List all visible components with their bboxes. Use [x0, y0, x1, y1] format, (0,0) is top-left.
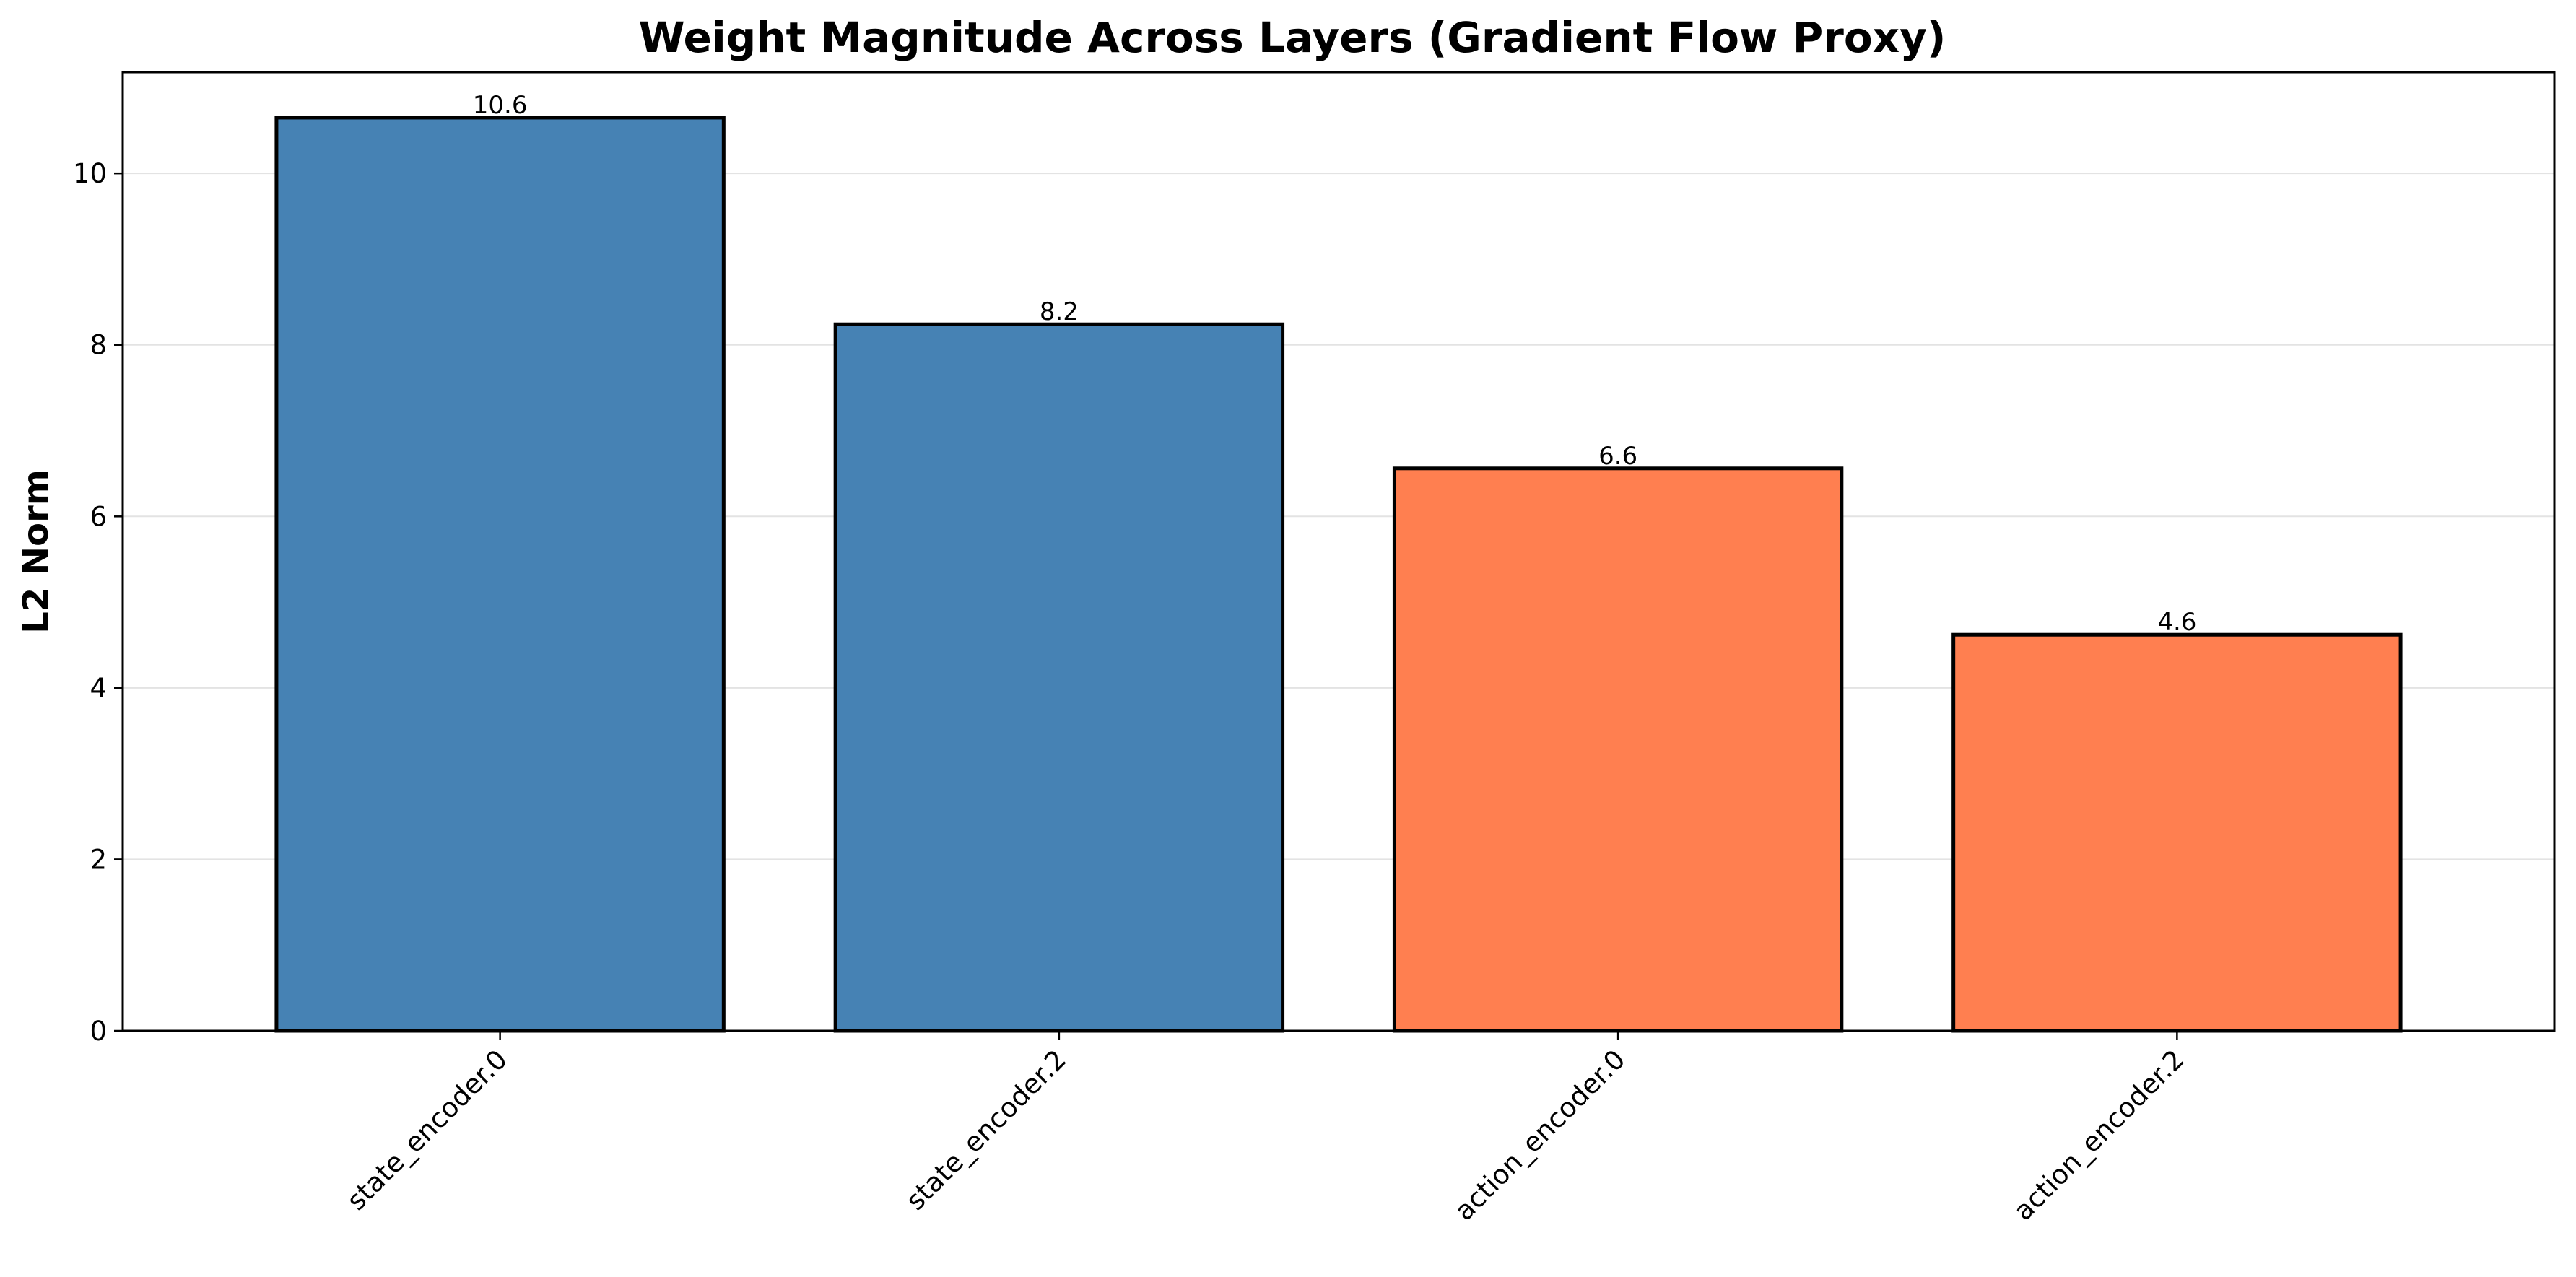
- chart-title: Weight Magnitude Across Layers (Gradient…: [639, 13, 1946, 62]
- bar-value-label: 8.2: [1040, 297, 1079, 326]
- y-tick-label: 6: [90, 501, 107, 532]
- y-tick-label: 2: [90, 844, 107, 875]
- bar-value-label: 4.6: [2157, 608, 2196, 637]
- y-axis-ticks: 0 2 4 6 8 10: [73, 158, 123, 1047]
- bars: [274, 116, 2403, 1033]
- bar-value-label: 10.6: [473, 91, 528, 120]
- plot-frame: [121, 71, 2556, 1032]
- data-labels: 10.6 8.2 6.6 4.6: [473, 91, 2197, 637]
- y-tick-label: 4: [90, 673, 107, 704]
- bar: [1392, 466, 1844, 1033]
- y-tick-label: 0: [90, 1016, 107, 1047]
- y-tick-label: 8: [90, 330, 107, 361]
- axes-frame: [121, 71, 2556, 1032]
- y-tick-label: 10: [73, 158, 107, 189]
- bar: [1951, 632, 2403, 1033]
- y-axis-label: L2 Norm: [16, 469, 56, 634]
- bar: [833, 322, 1285, 1033]
- bar-value-label: 6.6: [1598, 442, 1637, 471]
- bar: [274, 116, 726, 1033]
